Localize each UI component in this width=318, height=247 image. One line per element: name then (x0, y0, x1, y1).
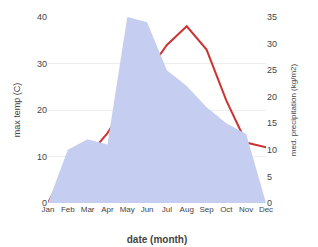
svg-text:40: 40 (37, 12, 47, 22)
svg-text:Jul: Jul (162, 205, 172, 214)
svg-text:5: 5 (267, 172, 272, 182)
svg-text:Feb: Feb (61, 205, 75, 214)
svg-text:Apr: Apr (101, 205, 114, 214)
svg-text:10: 10 (267, 145, 277, 155)
svg-text:30: 30 (37, 59, 47, 69)
svg-text:15: 15 (267, 118, 277, 128)
svg-text:35: 35 (267, 12, 277, 22)
svg-text:30: 30 (267, 39, 277, 49)
svg-text:20: 20 (267, 92, 277, 102)
svg-text:Nov: Nov (239, 205, 253, 214)
svg-text:Mar: Mar (81, 205, 95, 214)
svg-text:Aug: Aug (180, 205, 194, 214)
svg-text:0: 0 (42, 198, 47, 208)
svg-text:0: 0 (267, 198, 272, 208)
svg-text:10: 10 (37, 152, 47, 162)
svg-text:25: 25 (267, 65, 277, 75)
svg-text:max temp (C): max temp (C) (12, 83, 22, 138)
svg-text:May: May (120, 205, 135, 214)
svg-text:Oct: Oct (220, 205, 233, 214)
svg-text:20: 20 (37, 105, 47, 115)
svg-text:Jan: Jan (42, 205, 55, 214)
svg-text:date (month): date (month) (127, 234, 188, 245)
svg-text:Dec: Dec (259, 205, 273, 214)
svg-text:Jun: Jun (141, 205, 154, 214)
svg-text:med. precipitation (kg/m2): med. precipitation (kg/m2) (289, 63, 298, 156)
svg-text:Sep: Sep (199, 205, 214, 214)
